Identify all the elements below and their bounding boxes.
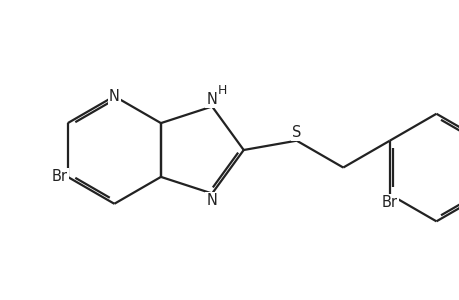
Text: N: N <box>109 89 119 104</box>
Text: N: N <box>206 193 217 208</box>
Text: Br: Br <box>51 169 67 184</box>
Text: S: S <box>291 125 301 140</box>
Text: Br: Br <box>381 195 397 210</box>
Text: N: N <box>206 92 217 107</box>
Text: H: H <box>218 84 227 97</box>
